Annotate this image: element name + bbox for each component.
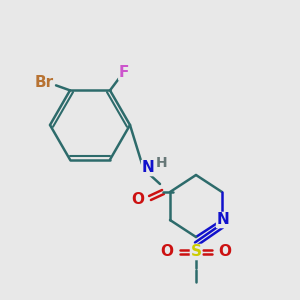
- Text: O: O: [131, 193, 145, 208]
- Text: N: N: [142, 160, 154, 175]
- Text: H: H: [156, 156, 168, 170]
- Text: N: N: [217, 212, 230, 227]
- Text: O: O: [160, 244, 173, 260]
- Text: O: O: [218, 244, 232, 260]
- Text: F: F: [119, 65, 129, 80]
- Text: Br: Br: [34, 75, 54, 90]
- Text: S: S: [190, 244, 202, 260]
